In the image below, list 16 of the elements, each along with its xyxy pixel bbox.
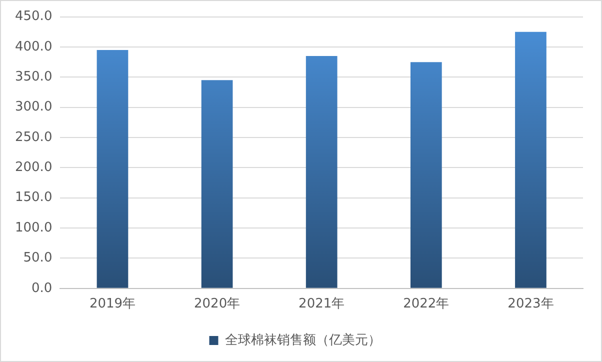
y-tick-label: 350.0	[15, 70, 52, 85]
x-tick-label: 2019年	[89, 296, 136, 312]
x-tick-label: 2023年	[508, 296, 554, 312]
y-tick-label: 100.0	[15, 220, 52, 236]
y-tick-label: 400.0	[15, 39, 52, 54]
y-tick-label: 200.0	[15, 160, 52, 176]
y-tick-label: 50.0	[23, 250, 52, 266]
x-tick-label: 2021年	[298, 296, 345, 312]
y-tick-label: 0.0	[32, 280, 52, 296]
legend-label: 全球棉袜销售额（亿美元）	[224, 332, 381, 348]
x-tick-label: 2020年	[194, 296, 240, 312]
y-tick-label: 150.0	[15, 190, 52, 206]
x-tick-label: 2022年	[403, 296, 450, 312]
y-tick-label: 450.0	[15, 9, 52, 24]
y-tick-label: 250.0	[15, 130, 52, 145]
y-tick-label: 300.0	[15, 100, 52, 115]
